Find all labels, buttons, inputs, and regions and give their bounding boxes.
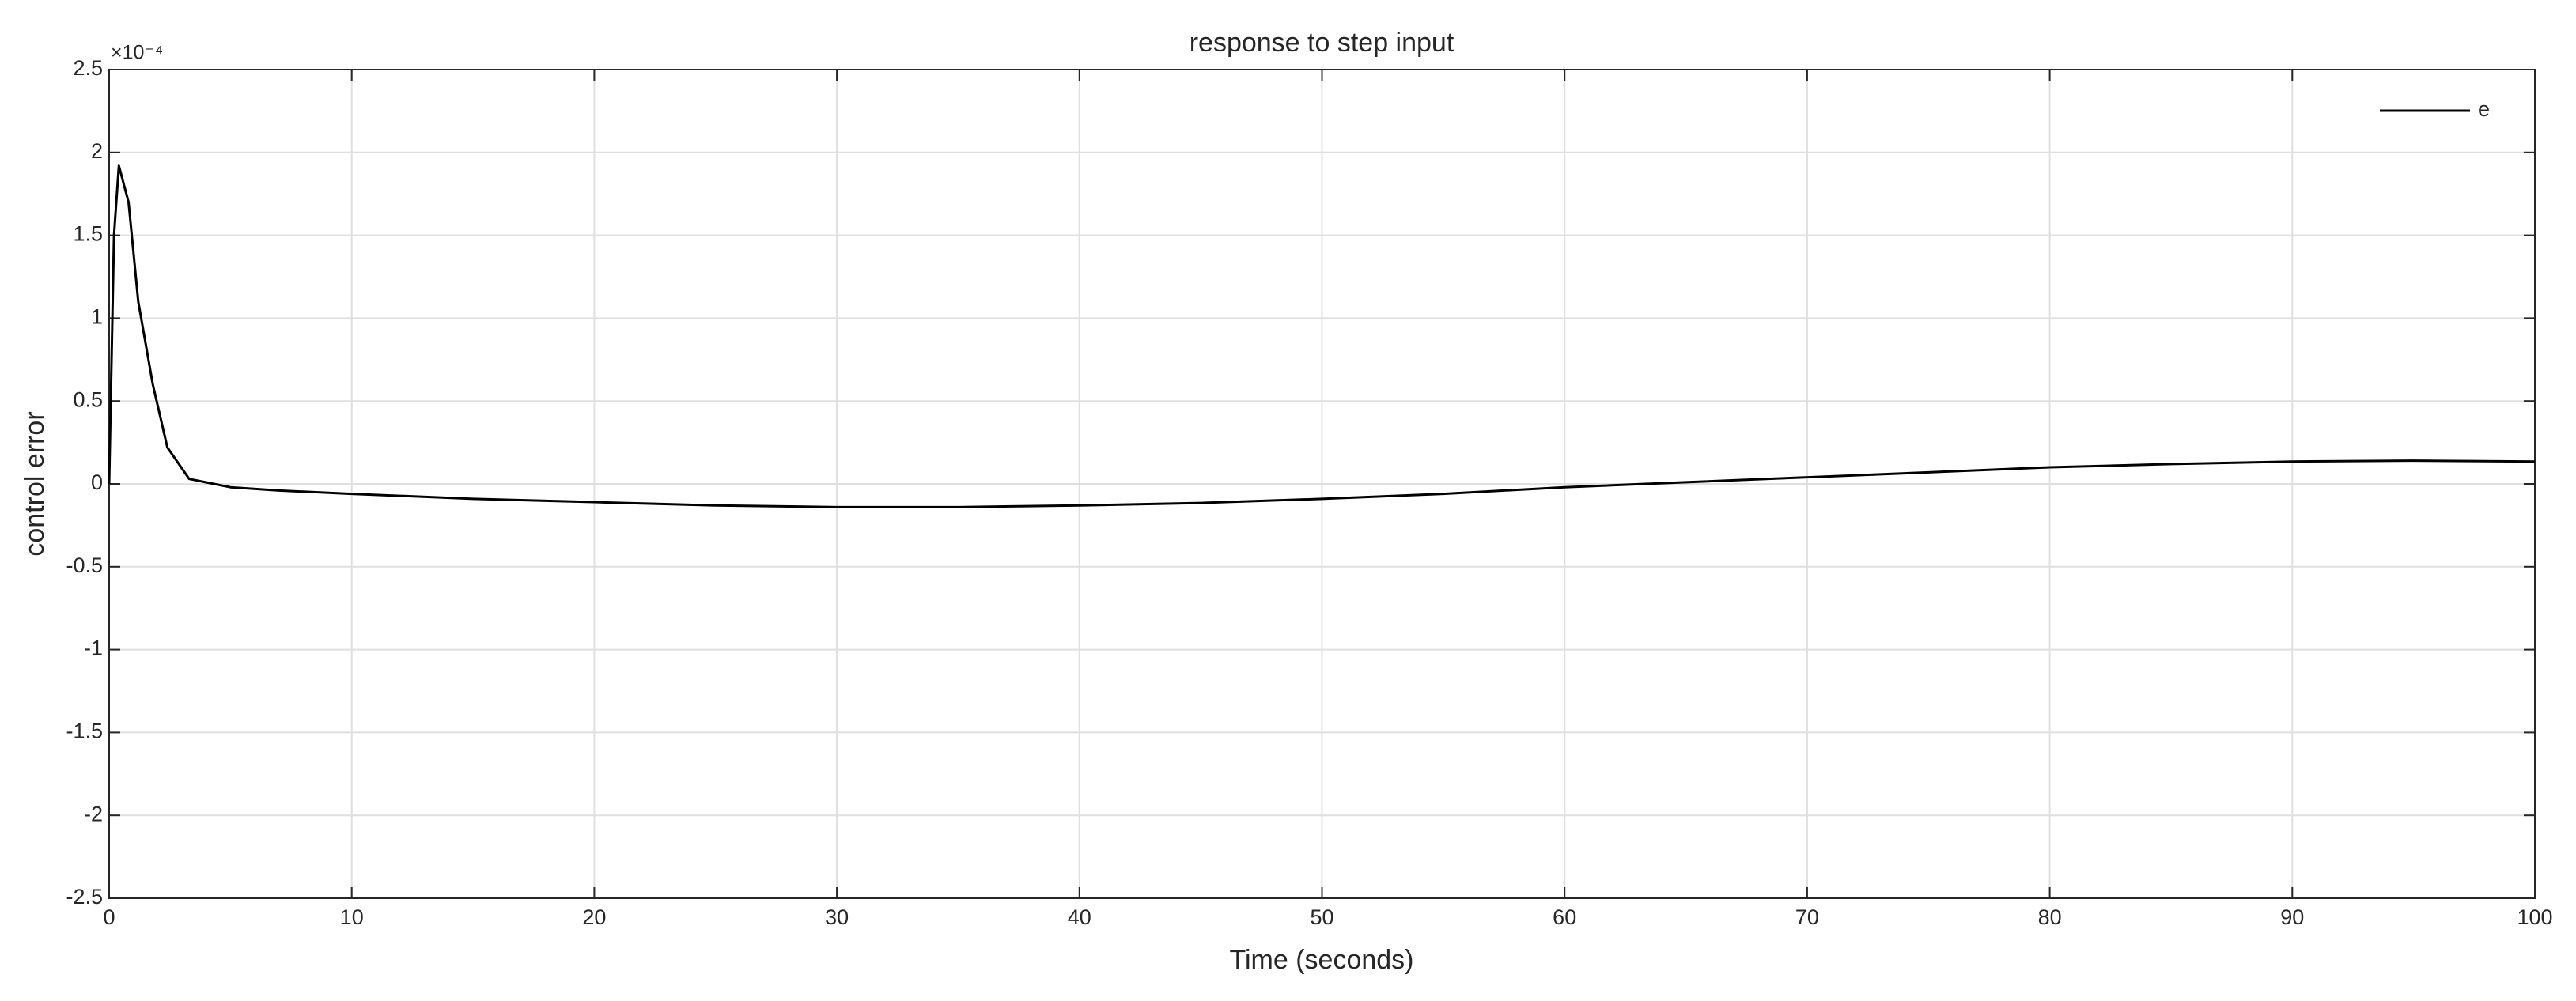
y-tick-label: -1.5 bbox=[66, 720, 103, 743]
y-tick-label: 1.5 bbox=[73, 222, 103, 246]
y-tick-label: 1 bbox=[91, 305, 103, 329]
chart-title: response to step input bbox=[1190, 28, 1454, 58]
x-axis-label: Time (seconds) bbox=[1229, 945, 1413, 975]
x-tick-label: 70 bbox=[1795, 905, 1819, 929]
x-tick-label: 100 bbox=[2517, 905, 2552, 929]
x-tick-label: 80 bbox=[2038, 905, 2062, 929]
y-tick-label: 0.5 bbox=[73, 387, 103, 411]
x-tick-label: 40 bbox=[1068, 905, 1091, 929]
x-tick-label: 10 bbox=[340, 905, 364, 929]
x-tick-label: 0 bbox=[103, 905, 115, 929]
data-line bbox=[108, 164, 2536, 508]
y-tick-label: -1 bbox=[84, 636, 103, 660]
y-tick-label: -0.5 bbox=[66, 553, 103, 577]
legend-label: e bbox=[2478, 97, 2490, 121]
y-tick-label: 0 bbox=[91, 470, 103, 494]
y-tick-label: -2 bbox=[84, 802, 103, 825]
x-tick-label: 60 bbox=[1553, 905, 1576, 929]
y-tick-label: -2.5 bbox=[66, 885, 103, 908]
y-multiplier: ×10⁻⁴ bbox=[111, 42, 163, 64]
x-tick-label: 20 bbox=[582, 905, 606, 929]
y-tick-label: 2.5 bbox=[73, 56, 103, 80]
y-axis-label: control error bbox=[20, 411, 50, 556]
x-tick-label: 90 bbox=[2280, 905, 2304, 929]
x-tick-label: 30 bbox=[825, 905, 849, 929]
y-tick-label: 2 bbox=[91, 139, 103, 163]
x-tick-label: 50 bbox=[1310, 905, 1333, 929]
